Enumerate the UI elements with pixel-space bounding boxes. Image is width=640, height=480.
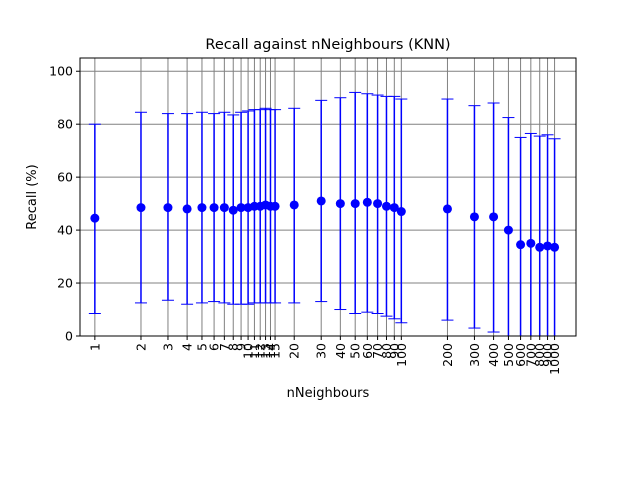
data-point — [381, 201, 391, 211]
data-point — [503, 225, 513, 235]
x-tick-label: 100 — [394, 343, 409, 367]
x-tick-label: 10 — [241, 343, 256, 359]
x-tick-label: 1000 — [547, 343, 562, 375]
y-tick-label: 100 — [49, 64, 73, 79]
x-tick-label: 1 — [87, 343, 102, 351]
x-tick-label: 12 — [253, 343, 268, 359]
y-tick-label: 80 — [57, 117, 73, 132]
x-axis-label: nNeighbours — [287, 386, 370, 401]
data-point — [219, 203, 229, 213]
y-tick-label: 20 — [57, 276, 73, 291]
x-tick-label: 20 — [287, 343, 302, 359]
x-tick-label: 60 — [360, 343, 375, 359]
x-tick-label: 5 — [194, 343, 209, 351]
data-point — [136, 203, 146, 213]
y-tick-label: 0 — [65, 329, 73, 344]
data-point — [516, 240, 526, 250]
data-point — [550, 242, 560, 252]
error-bars — [88, 91, 561, 336]
x-tick-label: 6 — [207, 343, 222, 351]
data-points — [90, 196, 560, 252]
data-point — [362, 197, 372, 207]
y-tick-label: 40 — [57, 223, 73, 238]
x-tick-label: 8 — [226, 343, 241, 351]
x-tick-label: 14 — [263, 343, 278, 359]
x-tick-label: 300 — [467, 343, 482, 367]
grid-lines — [80, 58, 576, 337]
x-tick-label: 400 — [486, 343, 501, 367]
data-point — [182, 204, 192, 214]
x-tick-label: 70 — [370, 343, 385, 359]
data-point — [228, 205, 238, 215]
x-tick-label: 3 — [160, 343, 175, 351]
x-tick-label: 4 — [180, 343, 195, 351]
data-point — [90, 213, 100, 223]
chart-title: Recall against nNeighbours (KNN) — [205, 37, 450, 53]
x-tick-label: 700 — [523, 343, 538, 367]
data-point — [335, 199, 345, 209]
data-point — [396, 207, 406, 217]
data-point — [316, 196, 326, 206]
x-tick-label: 500 — [501, 343, 516, 367]
x-tick-label: 50 — [348, 343, 363, 359]
x-tick-label: 800 — [532, 343, 547, 367]
y-axis-ticks: 0 20 40 60 80 100 — [49, 64, 80, 344]
x-tick-label: 80 — [379, 343, 394, 359]
data-point — [350, 199, 360, 209]
x-tick-label: 90 — [387, 343, 402, 359]
data-point — [373, 199, 383, 209]
plot-frame — [79, 57, 577, 337]
data-point — [469, 212, 479, 222]
x-tick-label: 40 — [333, 343, 348, 359]
data-point — [209, 203, 219, 213]
x-tick-label: 7 — [217, 343, 232, 351]
x-tick-label: 900 — [540, 343, 555, 367]
data-point — [442, 204, 452, 214]
data-point — [543, 241, 553, 251]
data-point — [389, 203, 399, 213]
data-point — [289, 200, 299, 210]
x-tick-label: 30 — [314, 343, 329, 359]
y-axis-label: Recall (%) — [25, 164, 40, 229]
data-point — [197, 203, 207, 213]
data-point — [163, 203, 173, 213]
data-point — [489, 212, 499, 222]
x-tick-label: 600 — [513, 343, 528, 367]
x-tick-label: 200 — [440, 343, 455, 367]
data-point — [535, 242, 545, 252]
data-point — [270, 201, 280, 211]
data-point — [526, 238, 536, 248]
x-tick-label: 11 — [247, 343, 262, 359]
x-tick-label: 13 — [258, 343, 273, 359]
x-tick-label: 15 — [268, 343, 283, 359]
y-tick-label: 60 — [57, 170, 73, 185]
x-tick-label: 9 — [234, 343, 249, 351]
x-tick-label: 2 — [133, 343, 148, 351]
data-point — [236, 203, 246, 213]
